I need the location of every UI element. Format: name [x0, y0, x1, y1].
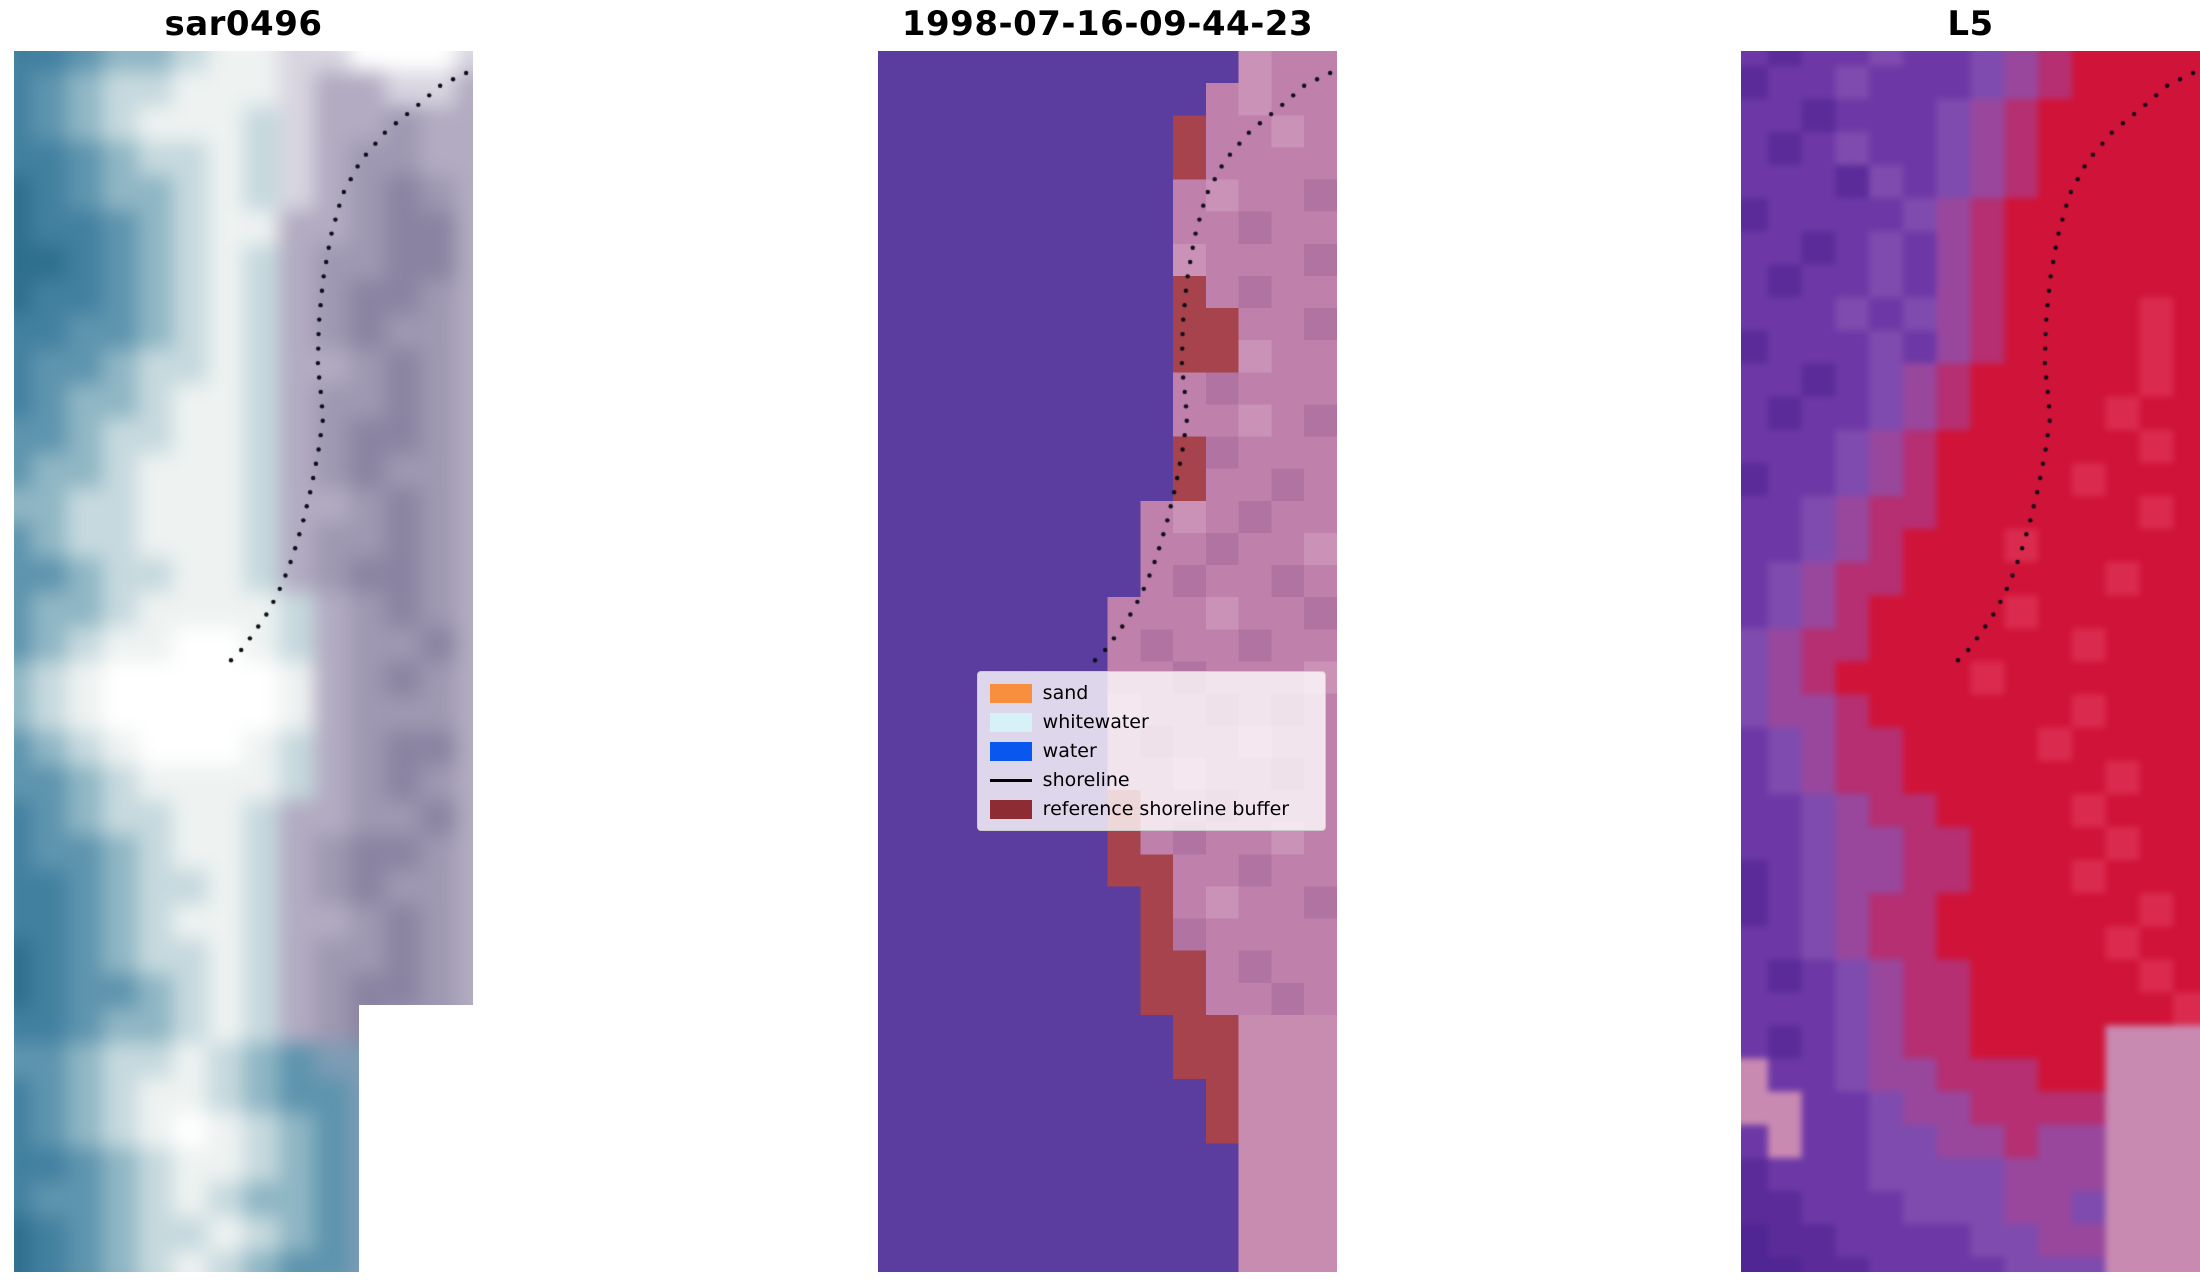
legend-patch-swatch: [989, 799, 1032, 819]
legend-patch-swatch: [989, 683, 1032, 703]
panel-title-sar0496: sar0496: [164, 4, 323, 44]
legend-label: sand: [1042, 682, 1089, 705]
panel-title-l5: L5: [1947, 4, 1994, 44]
classified-image: sand whitewater water shoreline reference sh…: [878, 51, 1337, 1272]
legend-item-whitewater: whitewater: [989, 710, 1313, 734]
legend-item-sand: sand: [989, 681, 1313, 705]
legend-label: water: [1042, 740, 1097, 763]
legend-patch-swatch: [989, 741, 1032, 761]
legend-label: shoreline: [1042, 769, 1130, 792]
legend-label: reference shoreline buffer: [1042, 798, 1290, 821]
legend-item-reference-shoreline-buffer: reference shoreline buffer: [989, 797, 1313, 821]
legend-label: whitewater: [1042, 711, 1149, 734]
shoreline-dots-canvas: [1741, 51, 2200, 1272]
panel-l5: L5: [1741, 0, 2200, 1283]
sar-image: [14, 51, 473, 1272]
shoreline-dots-canvas: [878, 51, 1337, 1272]
legend-item-shoreline: shoreline: [989, 768, 1313, 792]
legend-line-swatch: [989, 778, 1032, 782]
shoreline-dots-canvas: [14, 51, 473, 1272]
l5-image: [1741, 51, 2200, 1272]
panel-sar0496: sar0496: [14, 0, 473, 1283]
legend-item-water: water: [989, 739, 1313, 763]
panel-title-classified: 1998-07-16-09-44-23: [901, 4, 1314, 44]
legend: sand whitewater water shoreline reference sh…: [976, 671, 1326, 832]
panel-classified-1998-07-16: 1998-07-16-09-44-23 sand whitewater water s…: [878, 0, 1337, 1283]
legend-patch-swatch: [989, 712, 1032, 732]
